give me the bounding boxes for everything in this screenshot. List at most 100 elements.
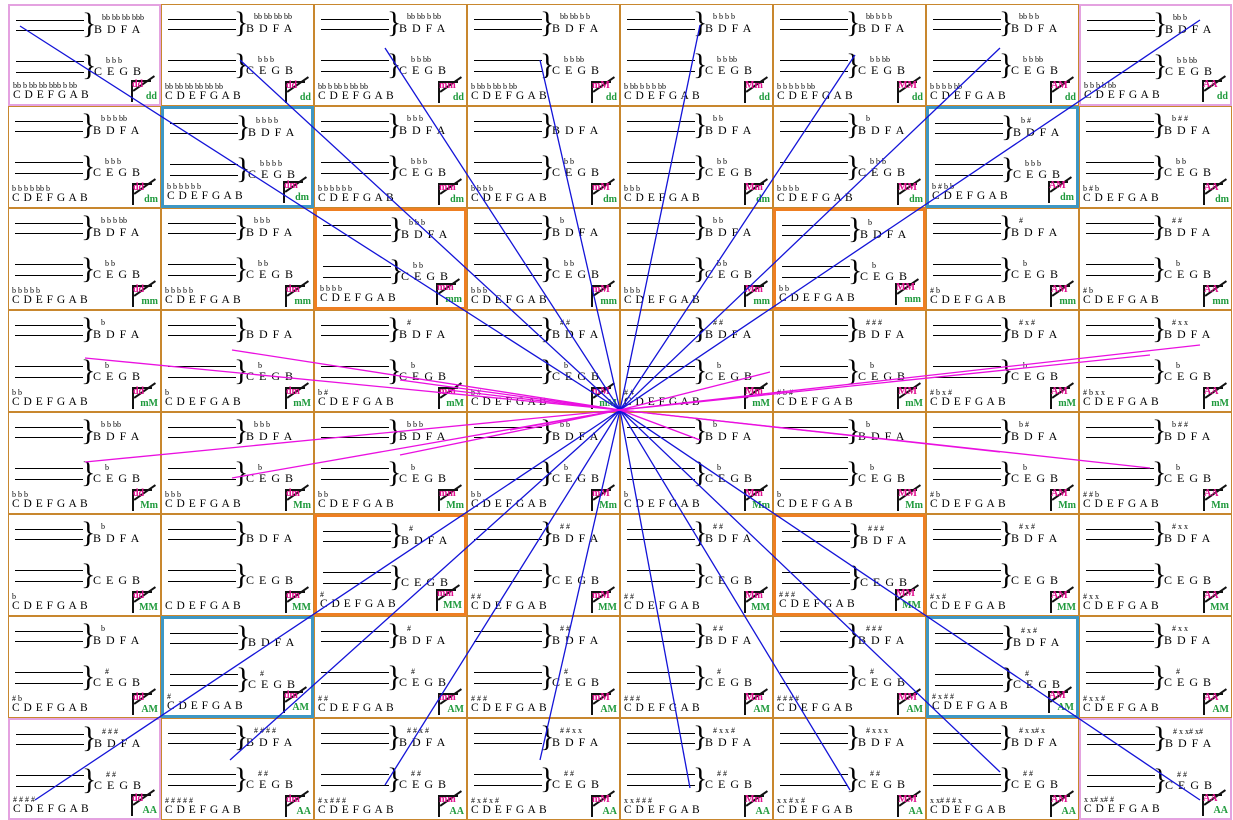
staff-line bbox=[321, 366, 389, 367]
staff-line bbox=[168, 366, 236, 367]
staff-line bbox=[474, 131, 542, 132]
badge-top-text: AM bbox=[1051, 590, 1068, 601]
quality-badge: mm AM bbox=[438, 688, 464, 715]
staff-line bbox=[321, 19, 389, 20]
badge-bottom-text: AA bbox=[296, 806, 311, 817]
staff-line bbox=[15, 539, 83, 540]
mid-notes-label: C E G B bbox=[94, 778, 143, 792]
top-notes-label: B D F A bbox=[552, 327, 600, 341]
staff-line bbox=[16, 775, 84, 776]
badge-bottom-text: AM bbox=[753, 704, 770, 715]
badge-bottom-text: mM bbox=[1058, 398, 1076, 409]
mid-notes-label: C E G B bbox=[1011, 267, 1060, 281]
badge-bottom-text: Mm bbox=[293, 500, 311, 511]
scale-label: C D E F G A B bbox=[777, 90, 854, 102]
top-notes-label: B D F A bbox=[1011, 531, 1059, 545]
mid-notes-label: C E G B bbox=[399, 471, 448, 485]
badge-bottom-text: AM bbox=[141, 704, 158, 715]
badge-bottom-text: dm bbox=[450, 194, 464, 205]
top-accidentals: b b b b bbox=[256, 116, 278, 125]
quality-badge: mM AA bbox=[591, 790, 617, 817]
scale-label: C D E F G A B bbox=[318, 702, 395, 714]
staff-line bbox=[15, 121, 83, 122]
staff-line bbox=[933, 539, 1001, 540]
top-notes-label: B D F A bbox=[705, 633, 753, 647]
staff-line bbox=[1086, 631, 1154, 632]
top-accidentals: bb b bbox=[1173, 13, 1187, 22]
top-accidentals: # x x x bbox=[866, 726, 888, 735]
top-notes-label: B D F A bbox=[705, 429, 753, 443]
badge-top-text: mm bbox=[439, 794, 456, 805]
mid-notes-label: C E G B bbox=[705, 165, 754, 179]
staff-line bbox=[627, 71, 695, 72]
badge-top-text: mm bbox=[437, 588, 454, 599]
scale-label: C D E F G A B bbox=[1084, 803, 1161, 815]
staff-line bbox=[933, 774, 1001, 775]
scale-label: C D E F G A B bbox=[930, 90, 1007, 102]
badge-bottom-text: Mm bbox=[140, 500, 158, 511]
badge-top-text: MM bbox=[898, 80, 917, 91]
top-notes-label: B D F A bbox=[93, 327, 141, 341]
staff-line bbox=[16, 744, 84, 745]
badge-top-text: AM bbox=[1051, 284, 1068, 295]
staff-line bbox=[15, 325, 83, 326]
staff-line bbox=[474, 29, 542, 30]
staff-line bbox=[15, 437, 83, 438]
staff-line bbox=[1086, 437, 1154, 438]
top-accidentals: b bbox=[866, 420, 870, 429]
badge-top-text: MM bbox=[898, 692, 917, 703]
top-accidentals: # x x bbox=[1172, 624, 1188, 633]
staff-line bbox=[474, 162, 542, 163]
bottom-accidentals: b b bbox=[12, 388, 22, 397]
staff-line bbox=[15, 570, 83, 571]
badge-top-text: AM bbox=[1051, 794, 1068, 805]
staff-line bbox=[935, 633, 1003, 634]
badge-top-text: mM bbox=[592, 692, 610, 703]
staff-line bbox=[1086, 131, 1154, 132]
badge-bottom-text: MM bbox=[1057, 602, 1076, 613]
mid-notes-label: C E G B bbox=[1164, 369, 1213, 383]
scale-label: C D E F G A B bbox=[12, 702, 89, 714]
staff-line bbox=[933, 71, 1001, 72]
top-accidentals: # # x # bbox=[407, 726, 429, 735]
quality-badge: AM AM bbox=[1048, 686, 1074, 713]
scale-label: C D E F G A B bbox=[471, 90, 548, 102]
badge-bottom-text: mm bbox=[1059, 296, 1076, 307]
staff-line bbox=[168, 581, 236, 582]
badge-bottom-text: AA bbox=[142, 805, 157, 816]
quality-badge: AA mM bbox=[1203, 382, 1229, 409]
staff-line bbox=[1086, 264, 1154, 265]
quality-badge: Mm dd bbox=[744, 76, 770, 103]
top-accidentals: b b b b bbox=[713, 12, 735, 21]
badge-top-text: mm bbox=[437, 282, 454, 293]
top-notes-label: B D F A bbox=[401, 533, 449, 547]
top-notes-label: B D F A bbox=[705, 531, 753, 545]
badge-top-text: AA bbox=[1204, 182, 1219, 193]
badge-bottom-text: AM bbox=[600, 704, 617, 715]
badge-bottom-text: mm bbox=[141, 296, 158, 307]
staff-line bbox=[1086, 377, 1154, 378]
mid-notes-label: C E G B bbox=[1165, 64, 1214, 78]
staff-line bbox=[474, 121, 542, 122]
mid-notes-label: C E G B bbox=[1164, 165, 1213, 179]
quality-badge: mM MM bbox=[591, 586, 617, 613]
mid-notes-label: C E G B bbox=[246, 573, 295, 587]
staff-line bbox=[627, 743, 695, 744]
staff-line bbox=[1086, 683, 1154, 684]
badge-bottom-text: mM bbox=[599, 398, 617, 409]
badge-bottom-text: MM bbox=[902, 600, 921, 611]
staff-line bbox=[627, 774, 695, 775]
top-accidentals: b bbox=[868, 218, 872, 227]
top-accidentals: b bbox=[101, 318, 105, 327]
top-notes-label: B D F A bbox=[552, 531, 600, 545]
staff-line bbox=[1086, 672, 1154, 673]
